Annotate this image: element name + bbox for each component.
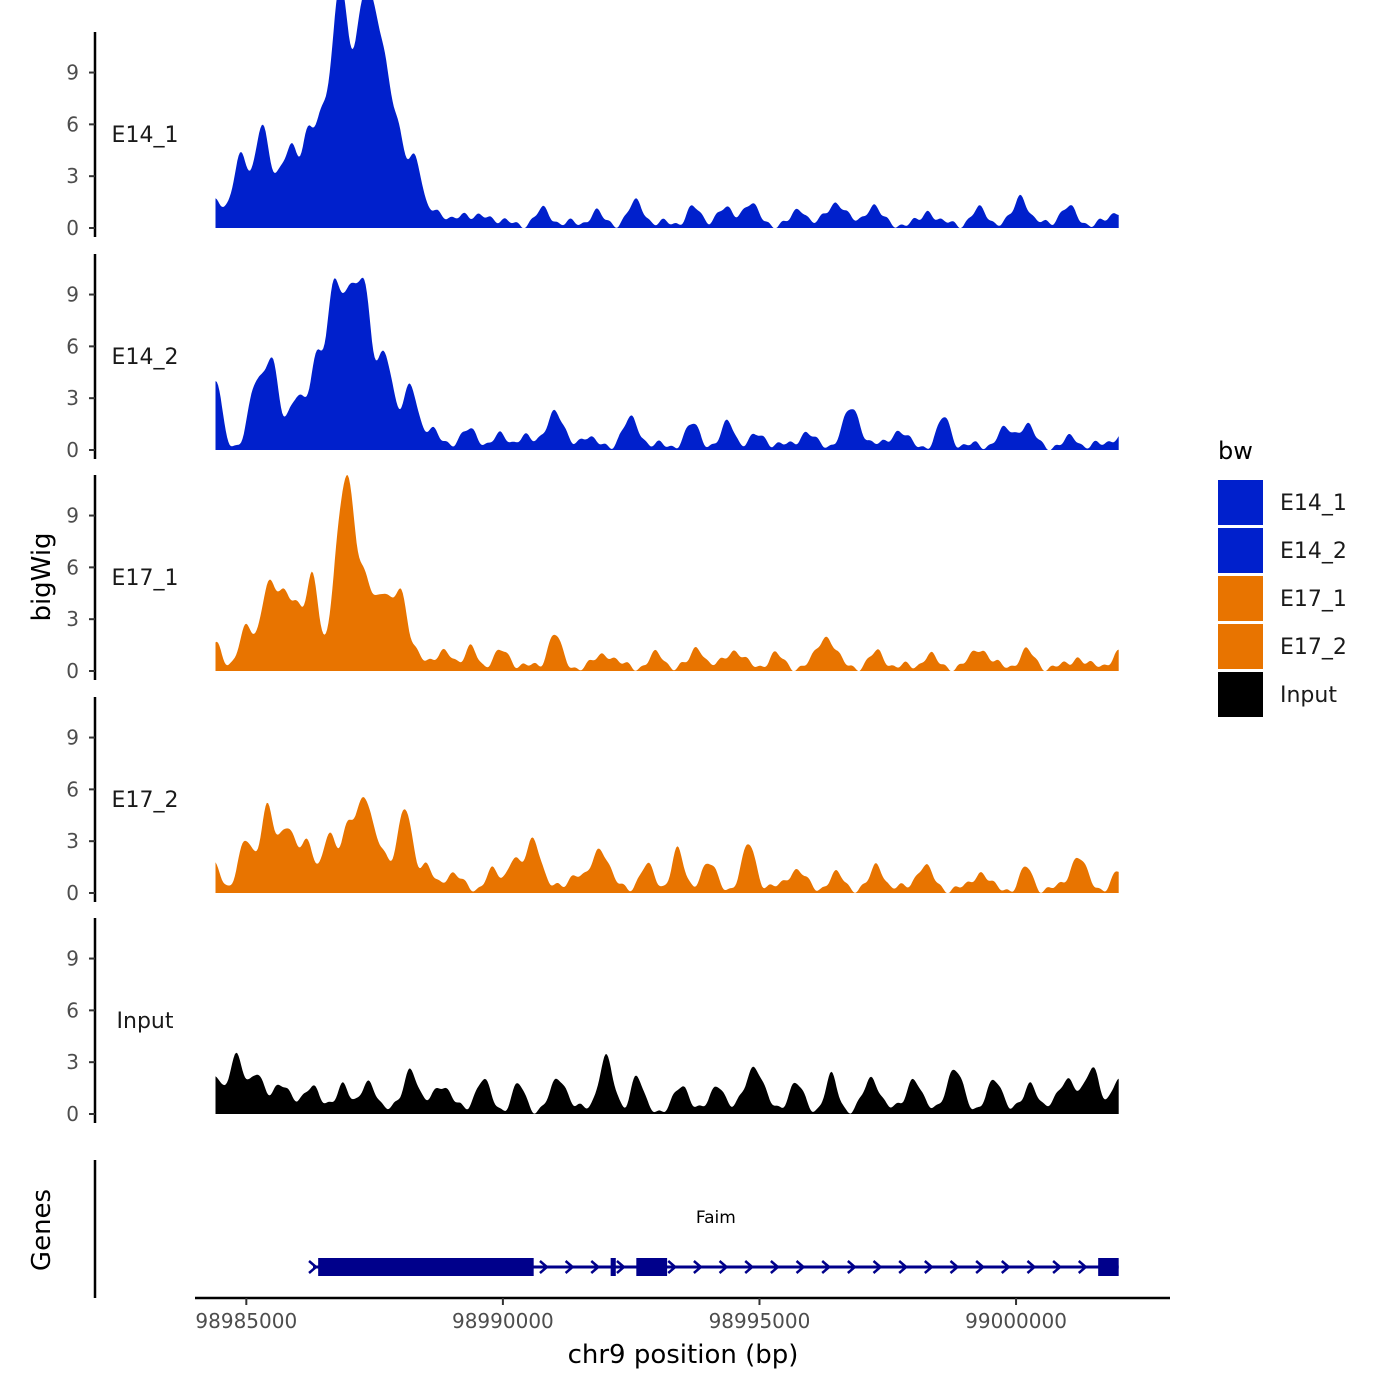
track-Input: 0 3 6 9 Input — [66, 918, 1119, 1126]
x-tick-label: 98995000 — [709, 1309, 811, 1333]
track-label-Input: Input — [117, 1009, 174, 1034]
strand-arrow — [539, 1260, 549, 1274]
x-axis-title: chr9 position (bp) — [568, 1340, 799, 1370]
track-label-E17_2: E17_2 — [112, 788, 179, 813]
strand-arrow — [924, 1260, 934, 1274]
y-tick-label: 3 — [66, 164, 79, 188]
strand-arrow — [847, 1260, 857, 1274]
y-tick-label: 9 — [66, 283, 79, 307]
y-tick-label: 6 — [66, 777, 79, 801]
strand-arrow — [1077, 1260, 1088, 1274]
area-series-E14_2 — [215, 277, 1119, 450]
y-tick-label: 0 — [66, 881, 79, 905]
strand-arrow — [795, 1260, 806, 1274]
genes-axis-title: Genes — [27, 1189, 57, 1271]
legend-label-E14_2: E14_2 — [1280, 539, 1347, 564]
tracks-group: 0 3 6 9 E14_1 0 3 6 9 E14_2 0 3 6 9 E17_1 0 3 6 9 E17_2 0 3 6 9… — [66, 0, 1119, 1126]
y-tick-label: 3 — [66, 1050, 79, 1074]
track-E17_1: 0 3 6 9 E17_1 — [66, 475, 1119, 683]
track-E17_2: 0 3 6 9 E17_2 — [66, 697, 1119, 905]
x-tick-label: 98985000 — [195, 1309, 297, 1333]
strand-arrow — [1052, 1260, 1063, 1274]
strand-arrow — [564, 1260, 575, 1274]
gene-exon — [1098, 1258, 1119, 1276]
x-axis: 98985000 98990000 98995000 99000000 — [195, 1296, 1170, 1333]
legend-label-E14_1: E14_1 — [1280, 491, 1347, 516]
strand-arrow — [744, 1260, 755, 1274]
legend-swatch-E14_2 — [1218, 528, 1263, 573]
legend-swatch-Input — [1218, 672, 1263, 717]
y-axis-title: bigWig — [27, 532, 57, 621]
area-series-E14_1 — [215, 0, 1119, 228]
y-tick-label: 6 — [66, 112, 79, 136]
gene-exon — [318, 1258, 534, 1276]
y-tick-label: 0 — [66, 216, 79, 240]
x-tick-label: 98990000 — [452, 1309, 554, 1333]
strand-arrow — [898, 1260, 909, 1274]
strand-arrow — [872, 1260, 883, 1274]
area-series-E17_2 — [215, 797, 1119, 893]
track-E14_1: 0 3 6 9 E14_1 — [66, 0, 1119, 240]
strand-arrow — [770, 1260, 780, 1274]
y-tick-label: 6 — [66, 555, 79, 579]
strand-arrow — [718, 1260, 729, 1274]
y-tick-label: 3 — [66, 607, 79, 631]
gene-exon — [610, 1258, 616, 1276]
gene-label: Faim — [696, 1208, 736, 1228]
gene-track: Faim — [93, 1160, 1119, 1298]
track-label-E14_2: E14_2 — [112, 345, 179, 370]
y-tick-label: 3 — [66, 829, 79, 853]
legend-swatch-E17_2 — [1218, 624, 1263, 669]
track-E14_2: 0 3 6 9 E14_2 — [66, 254, 1119, 462]
strand-arrow — [1000, 1260, 1011, 1274]
y-tick-label: 6 — [66, 334, 79, 358]
legend-label-Input: Input — [1280, 683, 1337, 708]
strand-arrow — [590, 1260, 601, 1274]
area-series-Input — [215, 1052, 1119, 1114]
strand-arrow — [1026, 1260, 1037, 1274]
y-tick-label: 6 — [66, 998, 79, 1022]
track-label-E17_1: E17_1 — [112, 566, 179, 591]
y-tick-label: 9 — [66, 61, 79, 85]
y-tick-label: 0 — [66, 659, 79, 683]
y-tick-label: 9 — [66, 726, 79, 750]
strand-arrow — [308, 1260, 318, 1274]
strand-arrow — [821, 1260, 832, 1274]
strand-arrow — [975, 1260, 986, 1274]
legend-swatch-E14_1 — [1218, 480, 1263, 525]
area-series-E17_1 — [215, 475, 1119, 671]
legend-swatch-E17_1 — [1218, 576, 1263, 621]
legend-label-E17_2: E17_2 — [1280, 635, 1347, 660]
legend-title: bw — [1218, 437, 1253, 465]
y-tick-label: 3 — [66, 386, 79, 410]
gene-exon — [636, 1258, 668, 1276]
strand-arrow — [949, 1260, 960, 1274]
strand-arrow — [667, 1260, 678, 1274]
y-tick-label: 9 — [66, 504, 79, 528]
track-label-E14_1: E14_1 — [112, 123, 179, 148]
strand-arrow — [616, 1260, 626, 1274]
legend-label-E17_1: E17_1 — [1280, 587, 1347, 612]
x-tick-label: 99000000 — [965, 1309, 1067, 1333]
y-tick-label: 0 — [66, 1102, 79, 1126]
y-tick-label: 9 — [66, 947, 79, 971]
y-tick-label: 0 — [66, 438, 79, 462]
strand-arrow — [693, 1260, 703, 1274]
legend: bw E14_1 E14_2 E17_1 E17_2 Input — [1218, 437, 1347, 717]
